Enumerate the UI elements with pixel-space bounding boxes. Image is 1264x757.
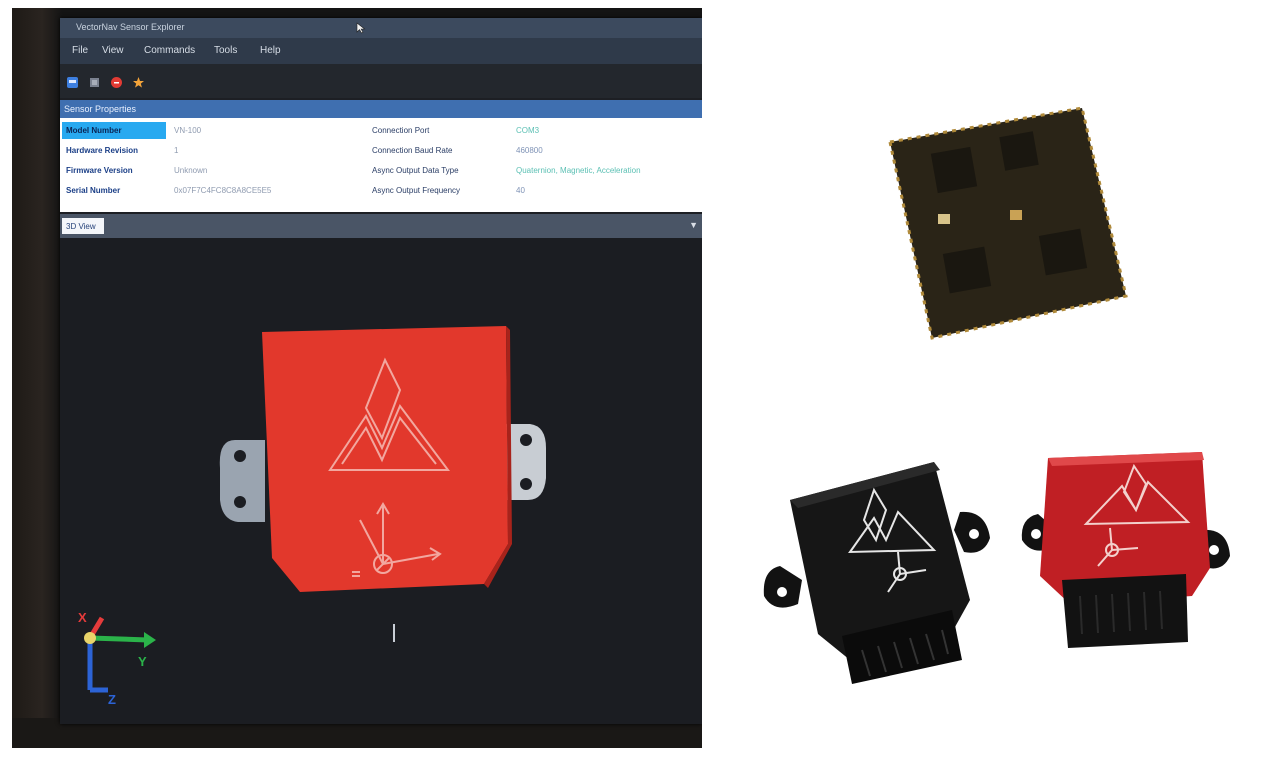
prop-value-async-output-type: Quaternion, Magnetic, Acceleration [516,166,698,175]
prop-value-baud-rate: 460800 [516,146,543,155]
favorite-icon[interactable] [132,76,145,89]
connect-icon[interactable] [66,76,79,89]
sensor-properties-title: Sensor Properties [64,104,136,114]
menu-view[interactable]: View [102,45,124,56]
black-sensor [764,462,990,684]
prop-label-async-output-frequency: Async Output Frequency [372,186,460,195]
toolbar [60,64,702,98]
disconnect-icon[interactable] [88,76,101,89]
menu-tools[interactable]: Tools [214,45,237,56]
sensor-model-body [262,326,508,592]
prop-label-model-number[interactable]: Model Number [62,122,166,139]
prop-label-baud-rate: Connection Baud Rate [372,146,453,155]
red-sensor [1022,452,1230,648]
menu-file[interactable]: File [72,45,88,56]
prop-value-firmware-version: Unknown [174,166,207,175]
prop-value-model-number: VN-100 [174,126,201,135]
product-photo [702,0,1264,752]
mount-tab-left [220,440,265,522]
sensor-explorer-window: VectorNav Sensor Explorer File View Comm… [60,18,702,724]
stop-icon[interactable] [110,76,123,89]
monitor-photo: VectorNav Sensor Explorer File View Comm… [12,8,702,748]
axis-y-label: Y [138,654,147,669]
menu-help[interactable]: Help [260,45,281,56]
title-bar: VectorNav Sensor Explorer [60,18,702,38]
axis-z-label: Z [108,692,116,707]
window-title: VectorNav Sensor Explorer [76,22,185,32]
prop-value-serial-number: 0x07F7C4FC8C8A8CE5E5 [174,186,271,195]
axis-x-label: X [78,610,87,625]
sensor-properties-header: Sensor Properties [60,100,702,118]
prop-label-connection-port: Connection Port [372,126,429,135]
panel-pin-icon[interactable]: ▼ [689,220,698,230]
sensor-properties-panel: Sensor Properties Model Number VN-100 Co… [60,100,702,212]
pcb-module [890,108,1126,338]
3d-scene: X Y Z [60,238,702,724]
3d-view-viewport[interactable]: X Y Z [60,238,702,724]
mouse-cursor-icon [356,22,366,34]
prop-value-async-output-frequency: 40 [516,186,525,195]
prop-label-firmware-version[interactable]: Firmware Version [62,162,166,179]
prop-label-serial-number[interactable]: Serial Number [62,182,166,199]
photo-edge [12,8,62,748]
prop-label-hardware-revision[interactable]: Hardware Revision [62,142,166,159]
product-photo-canvas [702,0,1264,752]
prop-value-hardware-revision: 1 [174,146,178,155]
prop-label-async-output-type: Async Output Data Type [372,166,459,175]
prop-value-connection-port: COM3 [516,126,539,135]
menu-commands[interactable]: Commands [144,45,195,56]
view-tabstrip: 3D View ▼ [60,214,702,238]
menu-bar: File View Commands Tools Help [60,38,702,64]
tab-3d-view[interactable]: 3D View [62,218,104,234]
